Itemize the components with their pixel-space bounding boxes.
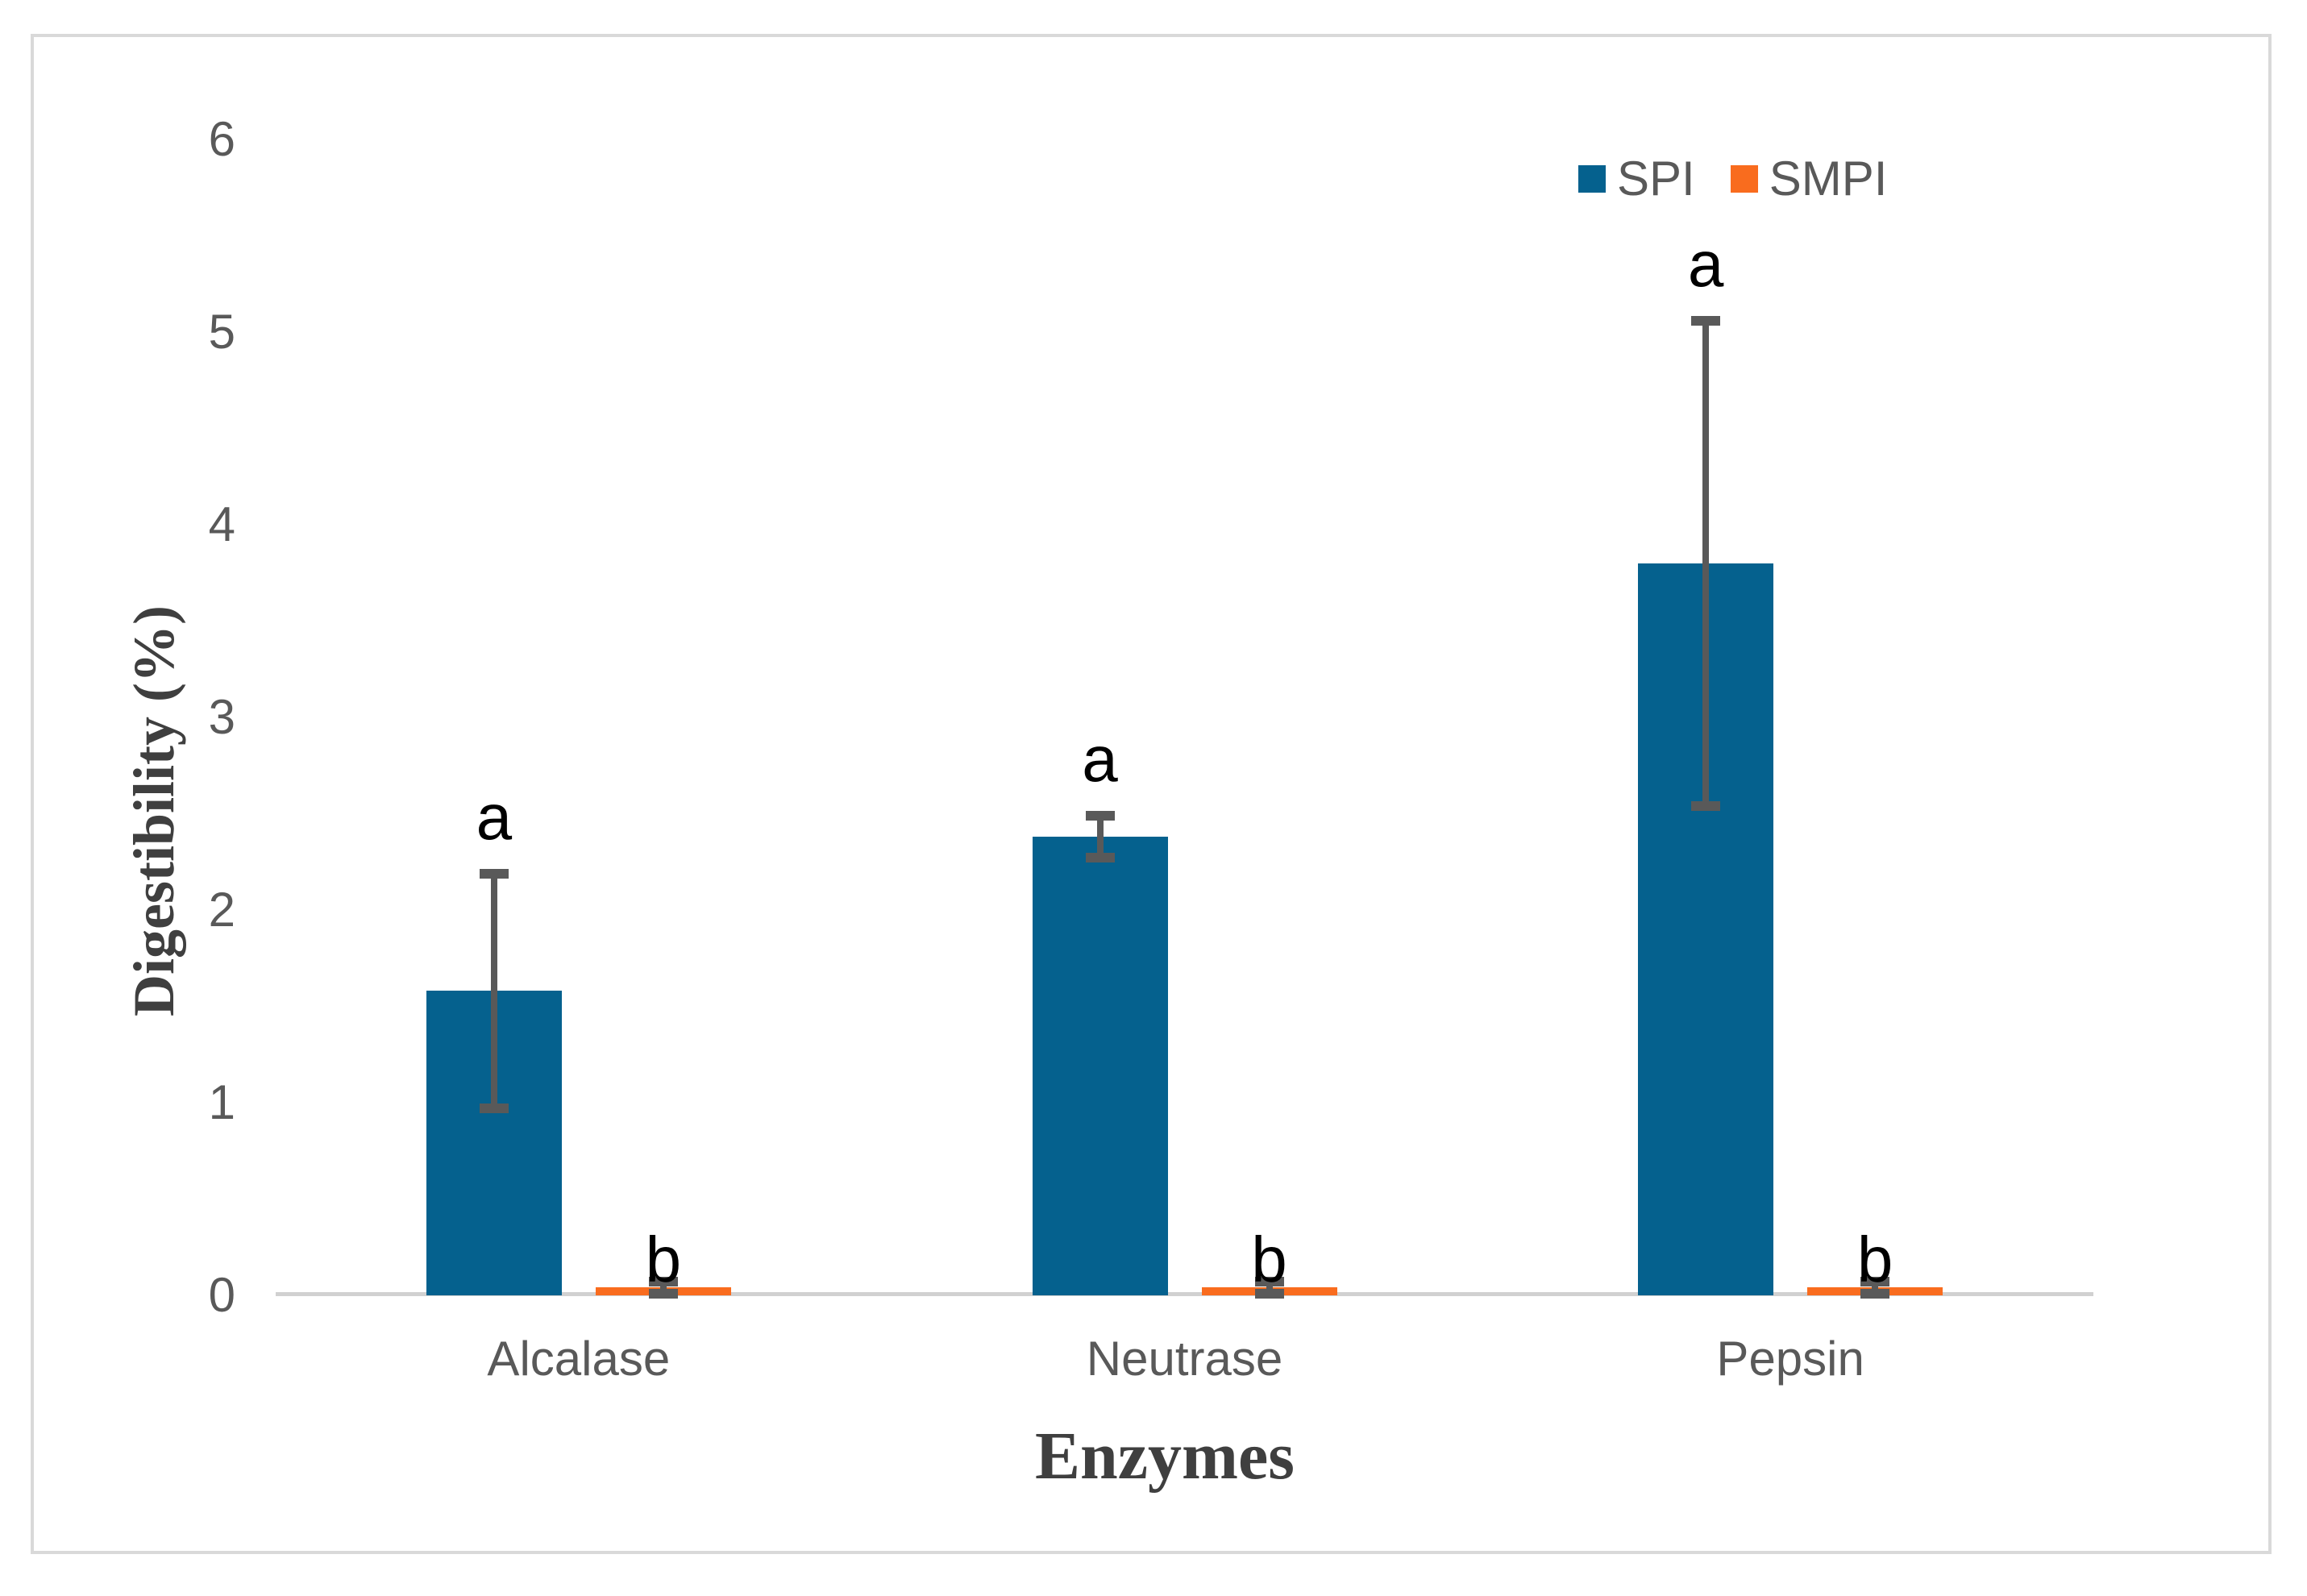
legend-swatch-icon	[1730, 165, 1758, 193]
significance-letter: a	[476, 780, 513, 853]
error-bar-cap	[1254, 1288, 1284, 1299]
error-bar-stem	[1872, 1282, 1879, 1294]
y-tick-label: 2	[208, 883, 235, 937]
x-axis-line	[276, 1292, 2093, 1296]
y-tick-label: 1	[208, 1075, 235, 1129]
y-tick-label: 3	[208, 690, 235, 744]
category-label: Pepsin	[1716, 1332, 1864, 1386]
legend-item-spi: SPI	[1578, 155, 1695, 203]
category-label: Alcalase	[487, 1332, 671, 1386]
y-tick-label: 0	[208, 1268, 235, 1322]
error-bar-stem	[1266, 1282, 1273, 1294]
error-bar-cap	[1860, 1288, 1890, 1299]
bar-spi-neutrase	[1032, 837, 1168, 1295]
y-tick-label: 4	[208, 497, 235, 551]
legend-item-smpi: SMPI	[1730, 152, 1888, 206]
legend: SPI SMPI	[1578, 155, 1887, 203]
error-bar-cap	[1254, 1277, 1284, 1287]
error-bar-cap	[1085, 810, 1115, 821]
legend-swatch-icon	[1578, 165, 1606, 193]
category-label: Neutrase	[1086, 1332, 1283, 1386]
significance-letter: b	[1251, 1224, 1287, 1295]
error-bar-cap	[1860, 1277, 1890, 1287]
significance-letter: a	[1687, 227, 1724, 300]
y-axis-title: Digestibility (%)	[122, 605, 186, 1016]
error-bar-cap	[1691, 315, 1721, 326]
x-axis-title: Enzymes	[1035, 1419, 1295, 1494]
legend-label: SPI	[1617, 152, 1695, 206]
error-bar-cap	[479, 868, 509, 879]
significance-letter: b	[645, 1224, 682, 1295]
y-tick-label: 5	[208, 305, 235, 359]
significance-letter: a	[1082, 722, 1118, 795]
error-bar-cap	[648, 1277, 678, 1287]
error-bar-stem	[1096, 815, 1104, 858]
error-bar-cap	[648, 1288, 678, 1299]
error-bar-stem	[659, 1282, 667, 1294]
error-bar-cap	[1691, 800, 1721, 811]
legend-label: SMPI	[1769, 152, 1888, 206]
significance-letter: b	[1856, 1224, 1893, 1295]
error-bar-stem	[1702, 320, 1710, 806]
error-bar-stem	[490, 873, 497, 1109]
error-bar-cap	[1085, 853, 1115, 863]
error-bar-cap	[479, 1103, 509, 1114]
y-tick-label: 6	[208, 112, 235, 166]
chart-frame	[31, 34, 2272, 1554]
